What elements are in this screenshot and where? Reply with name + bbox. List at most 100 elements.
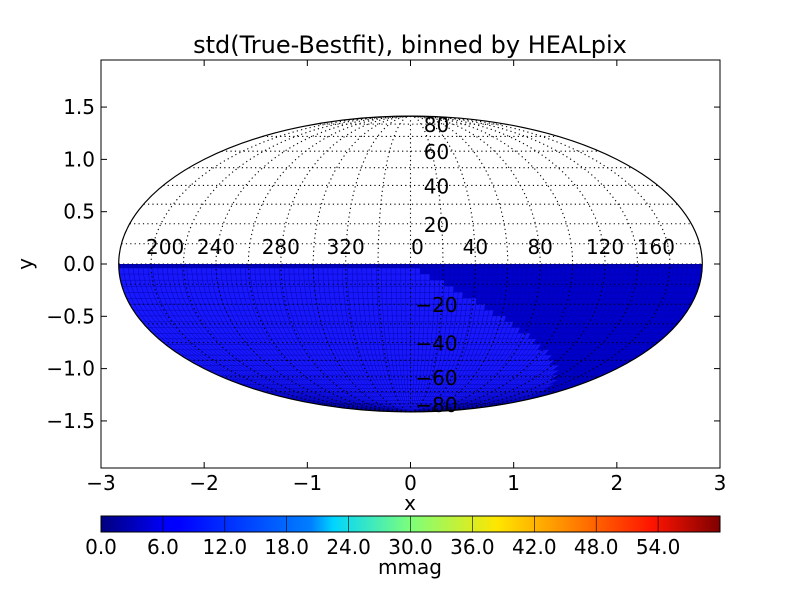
healpix-pixel <box>486 286 493 293</box>
healpix-pixel <box>391 310 397 317</box>
healpix-pixel <box>392 327 398 334</box>
healpix-pixel <box>406 349 411 356</box>
healpix-pixel <box>361 267 367 275</box>
healpix-pixel <box>375 333 382 340</box>
healpix-pixel <box>414 321 420 328</box>
healpix-pixel <box>327 267 334 275</box>
healpix-pixel <box>396 370 402 376</box>
healpix-pixel <box>505 286 512 293</box>
healpix-pixel <box>482 273 489 281</box>
colorbar: 0.0 6.0 12.0 18.0 24.0 30.0 36.0 42.0 48.0 54.0 m… <box>85 515 721 579</box>
healpix-pixel <box>386 292 392 299</box>
healpix-pixel <box>353 292 359 299</box>
healpix-pixel <box>350 310 357 317</box>
healpix-pixel <box>338 292 345 299</box>
healpix-pixel <box>652 267 659 275</box>
healpix-pixel <box>516 280 522 287</box>
healpix-pixel <box>400 267 406 275</box>
healpix-pixel <box>439 280 445 287</box>
healpix-pixel <box>394 349 400 356</box>
healpix-pixel <box>453 286 459 293</box>
healpix-pixel <box>526 273 532 281</box>
latitude-label: 60 <box>424 140 449 164</box>
healpix-pixel <box>402 344 407 350</box>
healpix-pixel <box>386 280 392 287</box>
healpix-pixel <box>449 267 455 275</box>
healpix-pixel <box>288 267 295 275</box>
healpix-pixel <box>391 360 397 366</box>
longitude-label: 320 <box>327 235 365 259</box>
healpix-pixel <box>502 267 508 275</box>
healpix-pixel <box>410 267 416 275</box>
healpix-pixel <box>657 267 664 275</box>
healpix-pixel <box>378 310 384 317</box>
healpix-pixel <box>397 338 403 345</box>
healpix-pixel <box>396 321 402 328</box>
healpix-pixel <box>371 273 377 281</box>
healpix-pixel <box>472 286 478 293</box>
healpix-pixel <box>492 280 498 287</box>
healpix-pixel <box>417 354 423 361</box>
healpix-pixel <box>404 379 408 385</box>
y-tick-label: 1.0 <box>63 147 95 171</box>
healpix-pixel <box>421 354 426 361</box>
healpix-pixel <box>142 267 149 275</box>
healpix-pixel <box>401 310 407 317</box>
healpix-pixel <box>540 273 547 281</box>
healpix-pixel <box>413 360 419 366</box>
healpix-pixel <box>401 321 407 328</box>
healpix-pixel <box>478 273 484 281</box>
healpix-pixel <box>279 273 285 281</box>
healpix-pixel <box>463 267 469 275</box>
healpix-pixel <box>250 273 256 281</box>
healpix-pixel <box>496 286 503 293</box>
healpix-pixel <box>225 273 232 281</box>
healpix-pixel <box>358 304 365 311</box>
healpix-pixel <box>393 333 399 340</box>
healpix-pixel <box>481 292 488 299</box>
healpix-pixel <box>206 267 212 275</box>
healpix-pixel <box>385 338 391 345</box>
healpix-pixel <box>491 286 498 293</box>
healpix-pixel <box>384 333 390 340</box>
y-tick-label: −1.0 <box>46 357 95 381</box>
colorbar-tick-label: 18.0 <box>264 535 309 559</box>
healpix-pixel <box>401 327 407 334</box>
healpix-pixel <box>603 273 610 281</box>
healpix-pixel <box>298 267 304 275</box>
healpix-pixel <box>225 267 232 275</box>
healpix-pixel <box>196 267 203 275</box>
healpix-pixel <box>399 365 404 371</box>
healpix-pixel <box>240 273 247 281</box>
healpix-pixel <box>432 321 438 328</box>
healpix-pixel <box>405 304 411 311</box>
healpix-pixel <box>462 292 468 299</box>
healpix-pixel <box>511 273 518 281</box>
healpix-pixel <box>397 375 402 381</box>
healpix-pixel <box>410 327 416 334</box>
healpix-pixel <box>410 321 416 328</box>
healpix-pixel <box>338 286 344 293</box>
healpix-pixel <box>245 273 252 281</box>
healpix-pixel <box>363 304 370 311</box>
healpix-pixel <box>401 315 407 322</box>
healpix-pixel <box>381 298 388 305</box>
healpix-pixel <box>410 360 415 366</box>
healpix-pixel <box>240 267 246 275</box>
healpix-pixel <box>565 267 572 275</box>
healpix-pixel <box>395 273 401 281</box>
healpix-pixel <box>405 315 411 322</box>
healpix-pixel <box>434 286 440 293</box>
healpix-pixel <box>487 273 494 281</box>
healpix-pixel <box>305 292 312 299</box>
healpix-pixel <box>284 273 290 281</box>
healpix-pixel <box>371 267 377 275</box>
healpix-pixel <box>400 286 406 293</box>
healpix-pixel <box>417 360 422 366</box>
healpix-pixel <box>439 267 445 275</box>
healpix-pixel <box>410 333 415 340</box>
healpix-pixel <box>337 280 344 287</box>
healpix-pixel <box>363 298 369 305</box>
y-tick-label: 0.5 <box>63 200 95 224</box>
healpix-pixel <box>392 315 398 322</box>
